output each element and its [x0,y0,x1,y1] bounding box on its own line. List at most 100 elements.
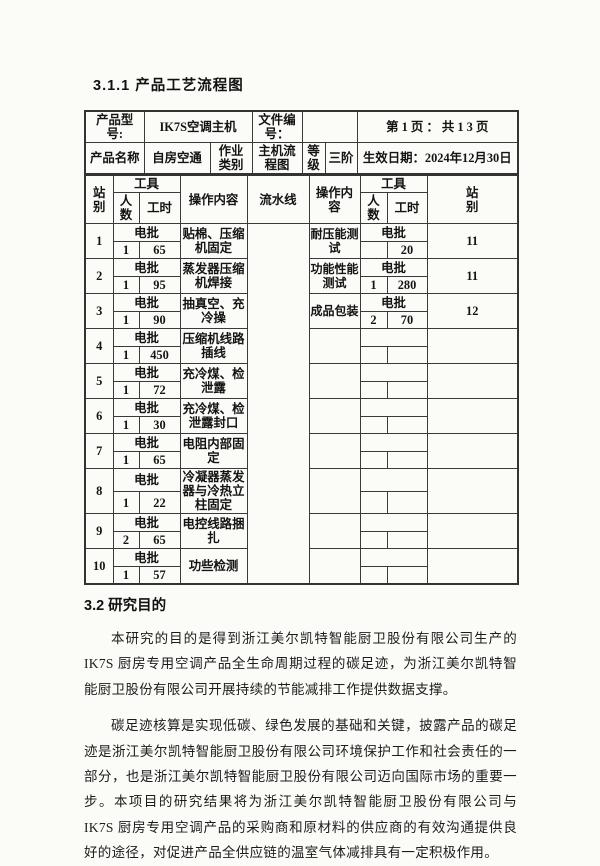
paragraph: 碳足迹核算是实现低碳、绿色发展的基础和关键，披露产品的碳足迹是浙江美尔凯特智能厨… [84,718,517,861]
operation-cell: 抽真空、充冷操 [179,293,248,329]
tool-cell: 电批 [112,223,181,242]
station-cell: 9 [84,513,114,549]
hours-cell [386,346,428,364]
section-heading: 3.2 研究目的 [84,598,167,614]
grade-label-cell: 等级 [301,142,326,175]
station-cell: 11 [426,258,519,294]
tool-cell: 电批 [112,398,181,417]
operation-cell [308,468,361,514]
table-row: 2 65 [85,531,518,549]
hours-cell: 90 [138,311,181,329]
station-cell [426,433,519,469]
people-cell: 1 [112,381,140,399]
page-title: 3.1.1 产品工艺流程图 [93,78,244,94]
tool-cell [359,328,428,347]
table-row: 1 电批 贴棉、压缩机固定 耐压能测试 电批 11 [84,223,519,585]
hours-cell: 280 [386,276,428,294]
tool-cell: 电批 [359,223,428,242]
operation-cell: 贴棉、压缩机固定 [179,223,248,259]
hours-header-left: 工时 [138,192,181,224]
people-cell: 1 [112,451,140,469]
tool-cell [359,548,428,567]
operation-cell [308,363,361,399]
station-cell [426,363,519,399]
doc-no-value-cell [301,110,358,143]
table-row: 1 65 20 [85,241,518,259]
hours-cell [386,451,428,469]
tool-cell: 电批 [112,513,181,532]
station-cell: 6 [84,398,114,434]
hours-cell: 95 [138,276,181,294]
station-cell: 1 [84,223,114,259]
hours-cell: 65 [138,451,181,469]
station-cell: 10 [84,548,114,585]
paragraph: 本研究的目的是得到浙江美尔凯特智能厨卫股份有限公司生产的 IK7S 厨房专用空调… [84,631,517,697]
people-cell: 2 [112,531,140,549]
people-cell: 1 [112,416,140,434]
operation-cell [308,548,361,585]
people-cell: 1 [112,566,140,585]
operation-cell: 蒸发器压缩机焊接 [179,258,248,294]
operation-cell [308,328,361,364]
station-cell [426,468,519,514]
operation-header-left: 操作内容 [179,174,248,224]
people-cell: 1 [112,491,140,514]
hours-cell [386,381,428,399]
table-row: 8 电批 冷凝器蒸发器与冷热立柱固定 [84,467,519,514]
table-row: 10 电批 功些检测 [84,548,519,585]
people-cell [359,381,388,399]
station-cell [426,513,519,549]
effective-date-cell: 生效日期：2024年12月30日 [356,142,519,175]
model-value-cell: IK7S空调主机 [143,110,253,143]
info-table: 产品型号: IK7S空调主机 文件编号： 第 1 页 ： 共 1 3 页 产品名… [84,110,520,175]
station-cell: 5 [84,363,114,399]
hours-cell: 22 [138,491,181,514]
job-type-value-cell: 主机流程图 [251,142,303,175]
people-cell [359,566,388,585]
station-cell: 11 [426,223,519,259]
tool-cell [359,363,428,382]
operation-cell: 耐压能测试 [308,223,361,259]
station-cell: 12 [426,293,519,329]
hours-cell [386,491,428,514]
hours-cell: 57 [138,566,181,585]
document-page: 3.1.1 产品工艺流程图 产品型号: IK7S空调主机 文件编号： 第 1 页… [84,74,520,866]
name-value-cell: 自房空通 [143,142,211,175]
table-row: 1 95 1 280 [85,276,518,294]
doc-no-label-cell: 文件编号： [251,110,303,143]
people-cell: 1 [112,346,140,364]
operation-cell: 充冷煤、检泄露 [179,363,248,399]
people-cell [359,491,388,514]
operation-cell [308,513,361,549]
info-row-1: 产品型号: IK7S空调主机 文件编号： 第 1 页 ： 共 1 3 页 [84,110,519,143]
hours-cell: 65 [138,531,181,549]
station-cell: 8 [84,468,114,514]
column-header-row-1: 站别 工具 操作内容 流水线 操作内容 工具 站 别 [84,174,519,224]
people-cell: 1 [112,276,140,294]
station-header-right: 站 别 [426,174,519,224]
hours-cell: 65 [138,241,181,259]
tool-cell: 电批 [112,548,181,567]
hours-cell: 70 [386,311,428,329]
station-cell: 7 [84,433,114,469]
flowline-cell [246,223,310,585]
tool-header-right: 工具 [359,174,428,193]
operation-cell [308,398,361,434]
people-cell [359,346,388,364]
station-cell [426,398,519,434]
operation-cell [308,433,361,469]
table-row: 1 90 2 70 [85,311,518,329]
tool-header-left: 工具 [112,174,181,193]
operation-cell: 电控线路捆扎 [179,513,248,549]
people-cell [359,416,388,434]
process-table: 站别 工具 操作内容 流水线 操作内容 工具 站 别 人数 工时 人数 工时 1… [84,174,519,585]
people-cell [359,451,388,469]
operation-header-right: 操作内容 [308,174,361,224]
operation-cell: 成品包装 [308,293,361,329]
hours-cell: 72 [138,381,181,399]
table-row: 9 电批 电控线路捆扎 [84,513,519,549]
hours-cell: 20 [386,241,428,259]
operation-cell: 充冷煤、检泄露封口 [179,398,248,434]
people-cell [359,241,388,259]
tool-cell: 电批 [112,258,181,277]
